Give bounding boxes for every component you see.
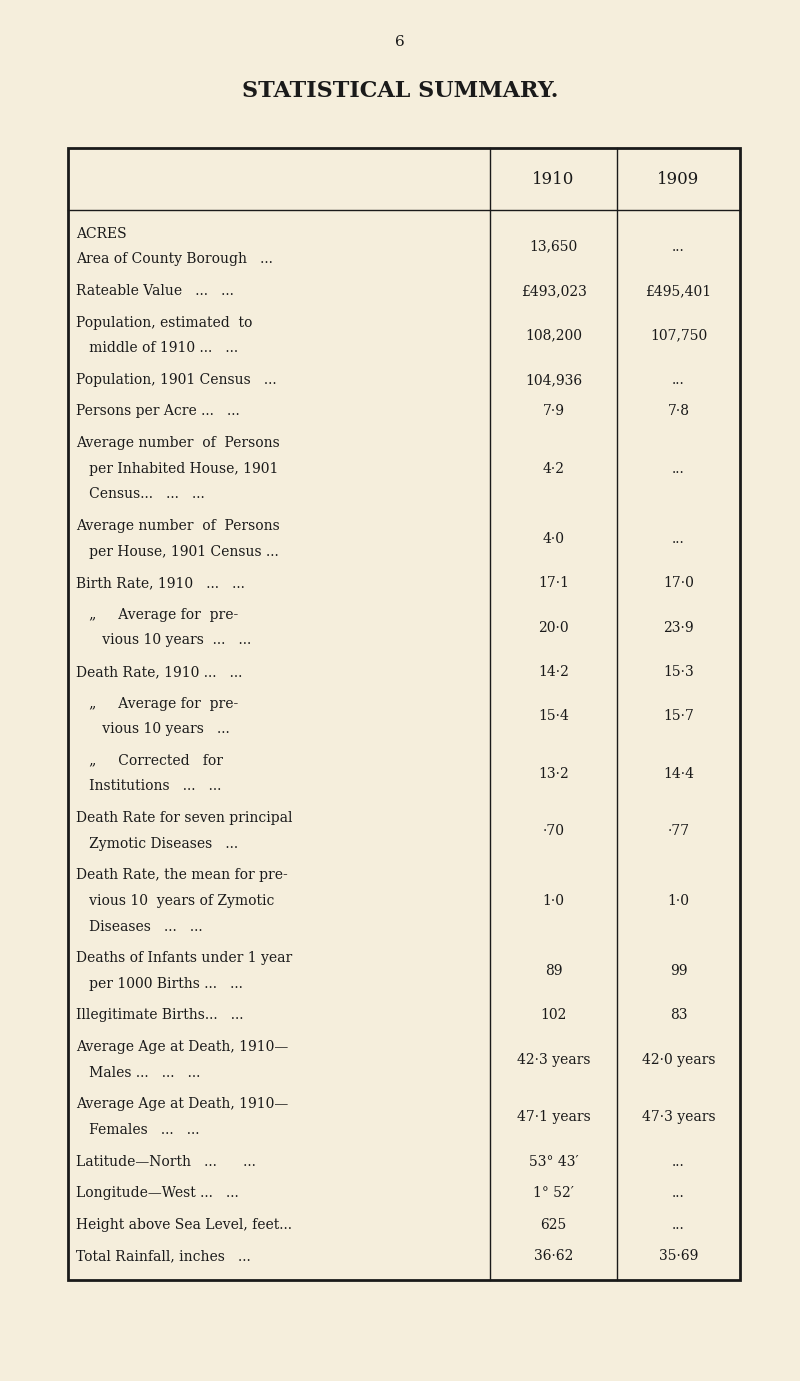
Text: 625: 625: [540, 1218, 566, 1232]
Text: Birth Rate, 1910   ...   ...: Birth Rate, 1910 ... ...: [76, 576, 245, 590]
Text: „     Average for  pre-: „ Average for pre-: [76, 608, 238, 621]
Text: 108,200: 108,200: [525, 329, 582, 342]
Text: 14·2: 14·2: [538, 666, 569, 679]
Text: 1·0: 1·0: [542, 894, 565, 907]
Text: 23·9: 23·9: [663, 620, 694, 634]
Text: STATISTICAL SUMMARY.: STATISTICAL SUMMARY.: [242, 80, 558, 102]
Text: £495,401: £495,401: [646, 284, 711, 298]
Text: 17·1: 17·1: [538, 576, 569, 590]
Text: 15·7: 15·7: [663, 710, 694, 724]
Text: Deaths of Infants under 1 year: Deaths of Infants under 1 year: [76, 952, 292, 965]
Text: 4·0: 4·0: [542, 532, 565, 545]
Text: Longitude—West ...   ...: Longitude—West ... ...: [76, 1186, 238, 1200]
Text: 6: 6: [395, 35, 405, 48]
Text: Census...   ...   ...: Census... ... ...: [76, 487, 205, 501]
Text: ...: ...: [672, 461, 685, 475]
Text: 47·1 years: 47·1 years: [517, 1110, 590, 1124]
Text: 1° 52′: 1° 52′: [533, 1186, 574, 1200]
Text: ...: ...: [672, 1186, 685, 1200]
Text: ...: ...: [672, 240, 685, 254]
Text: vious 10 years  ...   ...: vious 10 years ... ...: [76, 634, 251, 648]
Text: 83: 83: [670, 1008, 687, 1022]
Text: Area of County Borough   ...: Area of County Borough ...: [76, 253, 273, 267]
Text: vious 10  years of Zymotic: vious 10 years of Zymotic: [76, 894, 274, 907]
Text: ·70: ·70: [542, 824, 565, 838]
Text: ...: ...: [672, 1155, 685, 1168]
Text: per Inhabited House, 1901: per Inhabited House, 1901: [76, 461, 278, 475]
Text: 99: 99: [670, 964, 687, 978]
Text: Illegitimate Births...   ...: Illegitimate Births... ...: [76, 1008, 243, 1022]
Text: £493,023: £493,023: [521, 284, 586, 298]
Text: per House, 1901 Census ...: per House, 1901 Census ...: [76, 544, 278, 558]
Bar: [68, 148, 740, 1280]
Text: 7·9: 7·9: [542, 405, 565, 418]
Text: 53° 43′: 53° 43′: [529, 1155, 578, 1168]
Text: Institutions   ...   ...: Institutions ... ...: [76, 779, 222, 794]
Text: „     Corrected   for: „ Corrected for: [76, 754, 223, 768]
Text: ·77: ·77: [667, 824, 690, 838]
Text: 15·4: 15·4: [538, 710, 569, 724]
Text: 7·8: 7·8: [667, 405, 690, 418]
Text: 35·69: 35·69: [659, 1250, 698, 1264]
Text: Zymotic Diseases   ...: Zymotic Diseases ...: [76, 837, 238, 851]
Text: Average number  of  Persons: Average number of Persons: [76, 519, 280, 533]
Text: Death Rate for seven principal: Death Rate for seven principal: [76, 811, 293, 824]
Text: Average Age at Death, 1910—: Average Age at Death, 1910—: [76, 1098, 288, 1112]
Text: Average number  of  Persons: Average number of Persons: [76, 436, 280, 450]
Text: per 1000 Births ...   ...: per 1000 Births ... ...: [76, 976, 243, 992]
Text: 36·62: 36·62: [534, 1250, 573, 1264]
Text: 42·3 years: 42·3 years: [517, 1052, 590, 1068]
Text: ACRES: ACRES: [76, 226, 126, 240]
Text: 15·3: 15·3: [663, 666, 694, 679]
Text: 1910: 1910: [532, 170, 574, 188]
Text: Population, estimated  to: Population, estimated to: [76, 316, 252, 330]
Text: Males ...   ...   ...: Males ... ... ...: [76, 1066, 200, 1080]
Text: 17·0: 17·0: [663, 576, 694, 590]
Text: Total Rainfall, inches   ...: Total Rainfall, inches ...: [76, 1250, 250, 1264]
Text: ...: ...: [672, 373, 685, 387]
Text: 104,936: 104,936: [525, 373, 582, 387]
Text: 14·4: 14·4: [663, 766, 694, 780]
Text: Death Rate, the mean for pre-: Death Rate, the mean for pre-: [76, 869, 288, 882]
Text: 1909: 1909: [658, 170, 700, 188]
Text: 13·2: 13·2: [538, 766, 569, 780]
Text: ...: ...: [672, 1218, 685, 1232]
Text: 4·2: 4·2: [542, 461, 565, 475]
Text: middle of 1910 ...   ...: middle of 1910 ... ...: [76, 341, 238, 355]
Text: 107,750: 107,750: [650, 329, 707, 342]
Text: 89: 89: [545, 964, 562, 978]
Text: Latitude—North   ...      ...: Latitude—North ... ...: [76, 1155, 256, 1168]
Text: Persons per Acre ...   ...: Persons per Acre ... ...: [76, 405, 240, 418]
Text: ...: ...: [672, 532, 685, 545]
Text: „     Average for  pre-: „ Average for pre-: [76, 696, 238, 711]
Text: Average Age at Death, 1910—: Average Age at Death, 1910—: [76, 1040, 288, 1054]
Text: 42·0 years: 42·0 years: [642, 1052, 715, 1068]
Text: 102: 102: [540, 1008, 566, 1022]
Text: 47·3 years: 47·3 years: [642, 1110, 715, 1124]
Text: Height above Sea Level, feet...: Height above Sea Level, feet...: [76, 1218, 292, 1232]
Text: vious 10 years   ...: vious 10 years ...: [76, 722, 230, 736]
Text: Population, 1901 Census   ...: Population, 1901 Census ...: [76, 373, 277, 387]
Text: 20·0: 20·0: [538, 620, 569, 634]
Text: Diseases   ...   ...: Diseases ... ...: [76, 920, 202, 934]
Text: Death Rate, 1910 ...   ...: Death Rate, 1910 ... ...: [76, 666, 242, 679]
Text: Females   ...   ...: Females ... ...: [76, 1123, 199, 1137]
Text: 13,650: 13,650: [530, 240, 578, 254]
Text: Rateable Value   ...   ...: Rateable Value ... ...: [76, 284, 234, 298]
Text: 1·0: 1·0: [667, 894, 690, 907]
